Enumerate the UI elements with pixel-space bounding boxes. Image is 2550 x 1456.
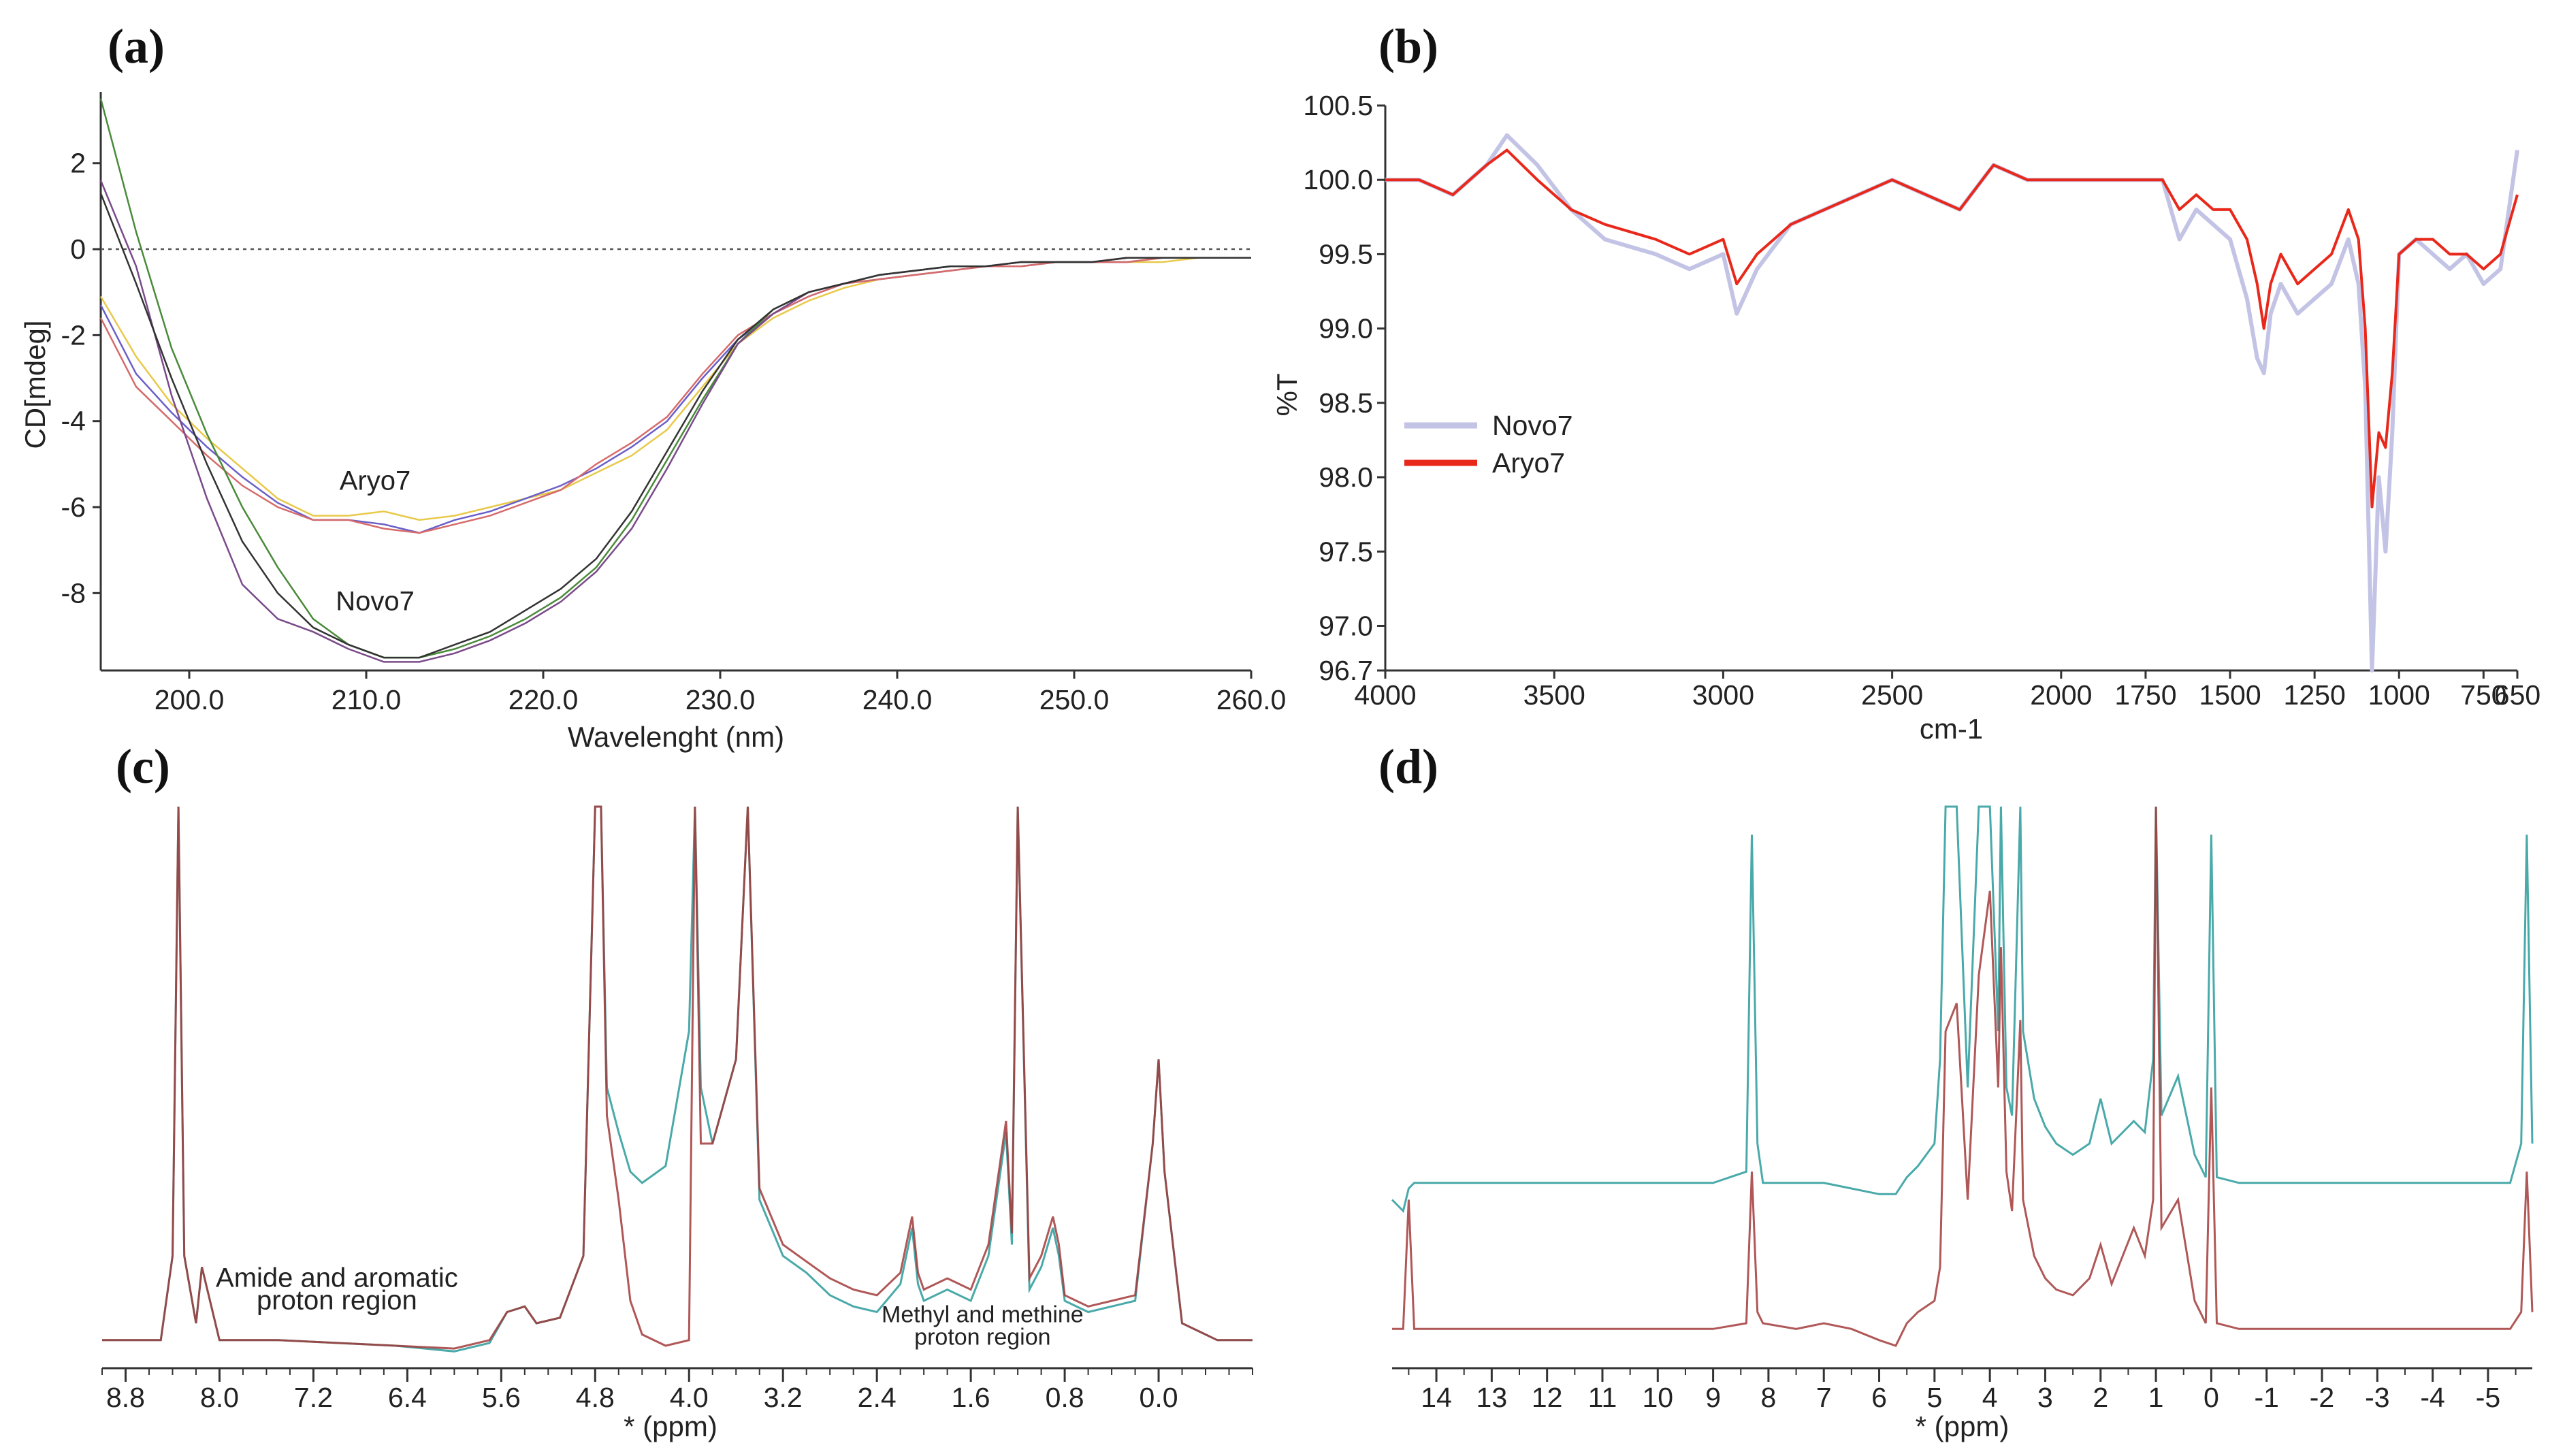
region-annotation-c: proton region (257, 1285, 417, 1315)
series-annotation-a: Novo7 (336, 587, 415, 617)
x-axis-title-a: Wavelenght (nm) (568, 721, 784, 753)
x-tick-label-d: -3 (2365, 1382, 2389, 1413)
x-tick-label-d: 13 (1476, 1382, 1508, 1413)
x-tick-label-c: 3.2 (764, 1382, 803, 1413)
y-tick-label-a: -6 (61, 491, 86, 523)
x-tick-label-d: -4 (2420, 1382, 2444, 1413)
x-tick-label-a: 220.0 (509, 684, 579, 715)
x-tick-label-b: 4000 (1354, 679, 1416, 711)
nmr-d-series-line (1392, 806, 2534, 1347)
legend-label-aryo7: Aryo7 (1492, 447, 1565, 479)
x-tick-label-d: 0 (2204, 1382, 2219, 1413)
x-tick-label-b: 750 (2460, 679, 2506, 711)
x-tick-label-c: 4.0 (670, 1382, 709, 1413)
x-tick-label-d: -2 (2310, 1382, 2334, 1413)
x-tick-label-b: 2000 (2030, 679, 2092, 711)
y-tick-label-a: -2 (61, 319, 86, 351)
x-tick-label-c: 0.8 (1046, 1382, 1084, 1413)
y-tick-label-b: 97.5 (1319, 536, 1373, 567)
y-tick-label-a: -4 (61, 406, 86, 437)
x-tick-label-a: 260.0 (1216, 684, 1287, 715)
y-tick-label-b: 99.5 (1319, 238, 1373, 270)
y-tick-label-a: -8 (61, 577, 86, 609)
x-tick-label-a: 240.0 (862, 684, 933, 715)
x-tick-label-c: 8.0 (200, 1382, 239, 1413)
y-tick-label-b: 97.0 (1319, 610, 1373, 641)
y-tick-label-b: 98.5 (1319, 387, 1373, 419)
nmr-c-series-line (102, 805, 1253, 1350)
x-tick-label-b: 1250 (2284, 679, 2346, 711)
cd-series-line (99, 98, 1251, 659)
panel-label-c: (c) (116, 739, 170, 794)
cd-series-line (99, 257, 1251, 521)
x-tick-label-c: 4.8 (576, 1382, 615, 1413)
chart-b-ftir-spectrum: 4000 3500 3000 2500 2000 1750 1500 1250 1000 7506… (1271, 90, 2540, 745)
y-tick-label-a: 0 (70, 233, 86, 265)
chart-c-nmr-spectrum: 8.8 8.0 7.2 6.4 5.6 4.8 4.0 3.2 2.4 1.6 0.8 0.0 * (p… (101, 805, 1253, 1442)
x-axis-title-c: * (ppm) (624, 1410, 717, 1442)
x-tick-label-d: -1 (2254, 1382, 2278, 1413)
nmr-d-series-line (1391, 805, 2534, 1213)
x-tick-label-d: 12 (1532, 1382, 1563, 1413)
region-annotation-c: Amide and aromatic (216, 1263, 458, 1293)
x-tick-label-d: 4 (1982, 1382, 1998, 1413)
panel-label-d: (d) (1378, 739, 1438, 794)
x-tick-label-c: 7.2 (294, 1382, 333, 1413)
cd-series-line (99, 193, 1251, 659)
cd-series-line (99, 257, 1251, 534)
chart-d-nmr-spectrum: 14 13 12 11 10 9 8 7 6 5 4 3 2 1 0 -1 -2 -3 -4 -5* (ppm) (1391, 805, 2534, 1442)
ir-series-line-novo7 (1385, 133, 2519, 673)
x-tick-label-a: 210.0 (332, 684, 402, 715)
x-tick-label-a: 250.0 (1039, 684, 1110, 715)
x-tick-label-d: 8 (1761, 1382, 1777, 1413)
x-tick-label-c: 1.6 (952, 1382, 990, 1413)
panel-label-b: (b) (1378, 19, 1438, 74)
y-tick-label-b: 96.7 (1319, 655, 1373, 686)
x-tick-label-c: 2.4 (858, 1382, 897, 1413)
x-tick-label-b: 2500 (1861, 679, 1923, 711)
x-tick-label-d: 14 (1421, 1382, 1452, 1413)
region-annotation-c: Methyl and methine (882, 1301, 1084, 1327)
x-tick-label-a: 200.0 (155, 684, 225, 715)
x-tick-label-d: 9 (1705, 1382, 1721, 1413)
x-tick-label-b: 1750 (2114, 679, 2176, 711)
x-tick-label-c: 6.4 (388, 1382, 427, 1413)
region-annotation-c: proton region (914, 1324, 1050, 1350)
x-tick-label-d: 11 (1588, 1382, 1617, 1413)
x-tick-label-c: 0.0 (1140, 1382, 1178, 1413)
x-tick-label-b: 1000 (2368, 679, 2430, 711)
x-tick-label-d: 7 (1816, 1382, 1832, 1413)
y-tick-label-b: 99.0 (1319, 313, 1373, 344)
x-tick-label-d: 6 (1871, 1382, 1887, 1413)
panel-label-a: (a) (108, 19, 165, 74)
x-tick-label-d: 2 (2093, 1382, 2108, 1413)
x-tick-label-c: 8.8 (106, 1382, 145, 1413)
y-tick-label-a: 2 (70, 148, 86, 179)
y-axis-title-b: %T (1271, 374, 1303, 417)
y-tick-label-b: 100.5 (1303, 90, 1373, 121)
x-tick-label-a: 230.0 (685, 684, 756, 715)
x-tick-label-d: -5 (2476, 1382, 2500, 1413)
x-tick-label-d: 1 (2148, 1382, 2164, 1413)
x-tick-label-b: 3500 (1523, 679, 1585, 711)
x-axis-title-d: * (ppm) (1916, 1410, 2010, 1442)
chart-a-cd-spectrum: 200.0 210.0 220.0 230.0 240.0 250.0 260.0 2 0 -2 -… (19, 92, 1286, 753)
x-tick-label-b: 650 (2494, 679, 2540, 711)
ir-series-line-aryo7 (1385, 148, 2519, 508)
x-tick-label-b: 1500 (2199, 679, 2261, 711)
y-tick-label-b: 100.0 (1303, 164, 1373, 195)
legend-label-novo7: Novo7 (1492, 410, 1573, 441)
series-annotation-a: Aryo7 (340, 466, 411, 496)
x-tick-label-c: 5.6 (482, 1382, 521, 1413)
x-tick-label-b: 3000 (1692, 679, 1754, 711)
cd-series-line (99, 180, 1251, 663)
x-tick-label-d: 5 (1926, 1382, 1942, 1413)
cd-series-line (99, 257, 1251, 534)
x-tick-label-d: 10 (1642, 1382, 1673, 1413)
y-tick-label-b: 98.0 (1319, 462, 1373, 493)
y-axis-title-a: CD[mdeg] (19, 320, 51, 449)
x-axis-title-b: cm-1 (1920, 713, 1983, 745)
x-tick-label-d: 3 (2037, 1382, 2053, 1413)
